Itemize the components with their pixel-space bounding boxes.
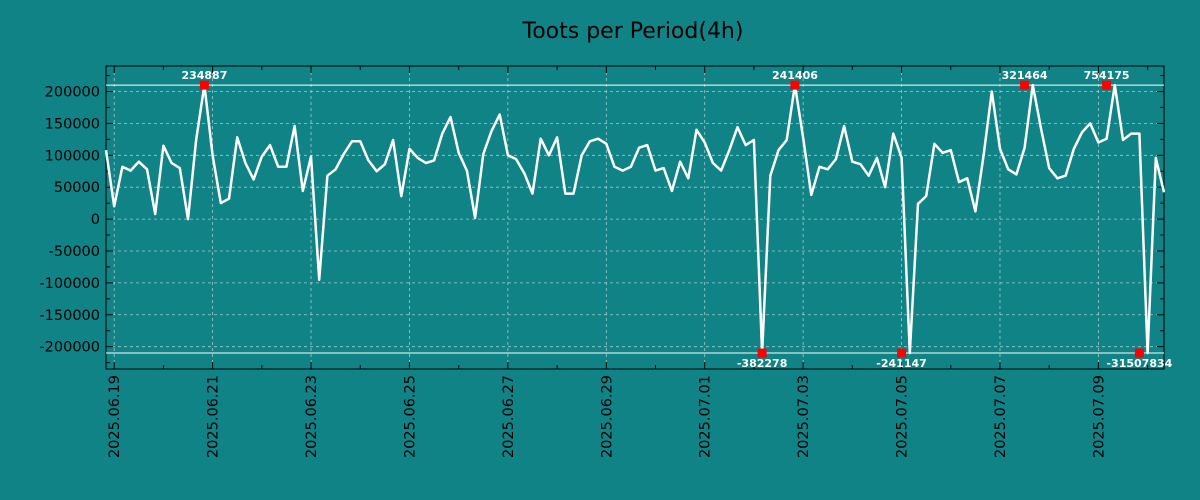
outlier-label: -382278 [737, 357, 788, 370]
outlier-marker [757, 348, 767, 358]
x-tick-label: 2025.06.29 [599, 375, 615, 458]
chart-title: Toots per Period(4h) [522, 19, 744, 44]
outlier-marker [1102, 80, 1112, 90]
x-tick-label: 2025.06.21 [206, 375, 222, 458]
outlier-label: 321464 [1002, 69, 1048, 82]
annotation-layer: 234887 -382278 241406 -241147 321464 754175 -3… [181, 69, 1172, 370]
y-tick-label: 150000 [45, 116, 100, 132]
outlier-marker [1134, 348, 1144, 358]
series-line-toots [104, 83, 1166, 355]
outlier-label: 234887 [181, 69, 227, 82]
x-tick-label: 2025.07.01 [698, 375, 714, 458]
grid [106, 66, 1164, 369]
y-tick-label: -100000 [39, 276, 100, 292]
plot-frame [105, 65, 1165, 370]
outlier-label: 754175 [1084, 69, 1130, 82]
y-tick-label: 200000 [45, 85, 100, 101]
x-tick-label: 2025.06.23 [304, 375, 320, 458]
x-tick-label: 2025.07.05 [895, 375, 911, 458]
clip-lines [106, 84, 1164, 354]
x-tick-label: 2025.06.25 [402, 375, 418, 458]
y-tick-label: -200000 [39, 340, 100, 356]
y-tick-label: 50000 [54, 180, 100, 196]
y-tick-label: -150000 [39, 308, 100, 324]
x-tick-label: 2025.06.27 [501, 375, 517, 458]
y-tick-label: -50000 [49, 244, 100, 260]
outlier-label: 241406 [772, 69, 818, 82]
x-tick-label: 2025.07.09 [1091, 375, 1107, 458]
outlier-marker [1020, 80, 1030, 90]
outlier-label: -241147 [876, 357, 927, 370]
axis-ticks: 200000 150000 100000 50000 0 -50000 -100000 -15… [39, 66, 1164, 458]
outlier-marker [790, 80, 800, 90]
x-tick-label: 2025.07.07 [993, 375, 1009, 458]
x-tick-label: 2025.06.19 [107, 375, 123, 458]
outlier-marker [199, 80, 209, 90]
y-tick-label: 0 [91, 212, 100, 228]
series-layer [104, 83, 1166, 355]
outlier-marker [897, 348, 907, 358]
y-tick-label: 100000 [45, 148, 100, 164]
outlier-label: -31507834 [1106, 357, 1172, 370]
x-tick-label: 2025.07.03 [796, 375, 812, 458]
